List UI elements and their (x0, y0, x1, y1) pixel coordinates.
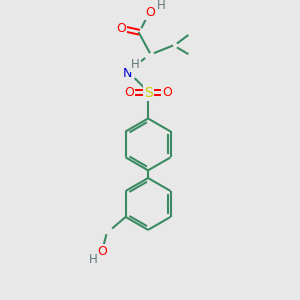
Text: H: H (157, 0, 166, 12)
Text: O: O (98, 245, 107, 258)
Text: O: O (145, 6, 155, 20)
Text: S: S (144, 85, 152, 100)
Text: O: O (124, 86, 134, 99)
Text: O: O (116, 22, 126, 35)
Text: H: H (131, 58, 140, 71)
Text: O: O (162, 86, 172, 99)
Text: H: H (88, 253, 97, 266)
Text: N: N (122, 67, 132, 80)
